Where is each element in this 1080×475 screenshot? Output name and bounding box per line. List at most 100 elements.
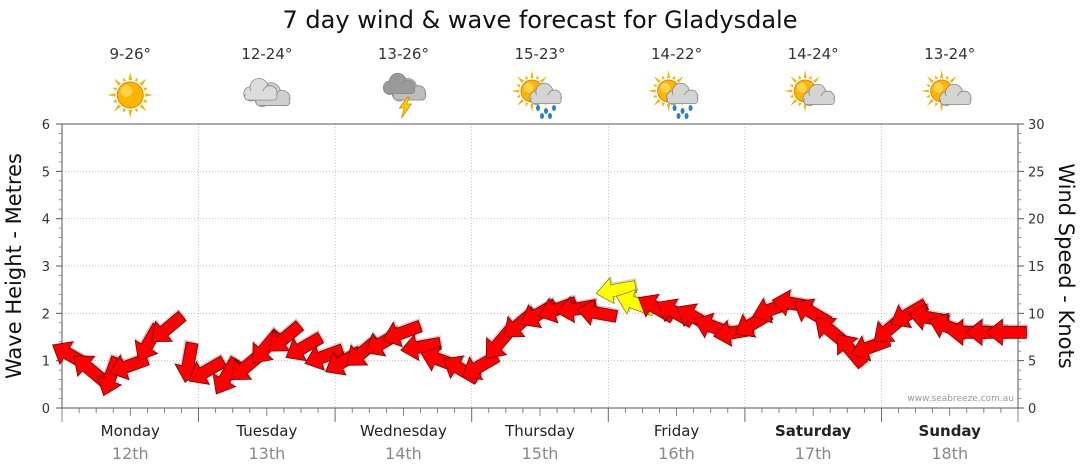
- sun-ray: [926, 99, 934, 106]
- rain-drop: [548, 113, 552, 119]
- sun-highlight: [523, 82, 534, 93]
- cloud-shape: [382, 72, 416, 95]
- sun-ray: [808, 75, 812, 80]
- sun-icon: [107, 72, 154, 118]
- sun-ray: [114, 104, 122, 112]
- sun-ray: [798, 102, 802, 107]
- sun-ray: [784, 89, 793, 93]
- day-name-label: Saturday: [775, 422, 852, 440]
- day-name-label: Friday: [654, 422, 700, 440]
- sun-ray: [516, 94, 521, 98]
- left-tick-label: 2: [42, 307, 50, 322]
- weather-icons: [107, 70, 972, 119]
- rain-drop: [540, 113, 544, 119]
- sun-rays: [107, 72, 154, 118]
- sun-ray: [530, 70, 534, 79]
- sun-ray: [789, 94, 794, 98]
- sun-ray: [122, 77, 127, 82]
- rain-drop: [552, 105, 556, 111]
- sun-ray: [926, 94, 931, 98]
- day-date-label: 14th: [385, 444, 422, 463]
- cloud-fill: [245, 91, 277, 100]
- left-tick-label: 4: [42, 213, 50, 228]
- wind-arrow-shape: [595, 277, 638, 305]
- left-tick-label: 1: [42, 355, 50, 370]
- rain-drop: [680, 108, 685, 114]
- sun-ray: [920, 89, 929, 93]
- sun-ray: [517, 99, 524, 106]
- sun-ray: [128, 109, 133, 118]
- wind-arrow: [400, 332, 443, 362]
- right-tick-label: 20: [1028, 213, 1045, 228]
- chart-title: 7 day wind & wave forecast for Gladysdal…: [283, 6, 798, 34]
- sun-ray: [662, 102, 666, 107]
- sun-ray: [803, 103, 807, 112]
- left-axis-title: Wave Height - Metres: [2, 153, 26, 379]
- sun-highlight: [120, 85, 133, 97]
- sun-ray: [114, 78, 122, 86]
- sun-ray: [516, 84, 521, 88]
- sun-highlight: [796, 82, 807, 93]
- sun-ray: [134, 108, 138, 113]
- sun-ray: [139, 78, 147, 86]
- right-axis: 0 5 10 15 20 25 30: [1018, 118, 1045, 417]
- sun-ray: [145, 93, 154, 97]
- sun-ray: [789, 84, 794, 88]
- sun-ray: [112, 87, 118, 91]
- cloud-fill: [668, 95, 698, 103]
- sun-ray: [672, 75, 676, 80]
- left-tick-label: 3: [42, 260, 50, 275]
- credit-text: www.seabreeze.com.au: [907, 394, 1014, 404]
- sun-ray: [813, 76, 820, 83]
- temperature-label: 13-24°: [924, 45, 975, 63]
- right-tick-label: 15: [1028, 260, 1045, 275]
- day-name-label: Tuesday: [235, 422, 297, 440]
- wind-arrow-shape: [304, 343, 346, 371]
- sun-highlight: [660, 82, 671, 93]
- right-tick-label: 0: [1028, 402, 1036, 417]
- right-tick-label: 30: [1028, 118, 1045, 133]
- wind-arrow: [285, 329, 325, 362]
- sun-cloud-icon: [920, 70, 972, 112]
- sun-ray: [525, 75, 529, 80]
- sun-ray: [112, 99, 118, 103]
- rain-drop: [536, 105, 540, 111]
- wind-arrow-shape: [188, 355, 228, 385]
- sun-ray: [122, 108, 127, 113]
- right-axis-title: Wind Speed - Knots: [1054, 163, 1078, 368]
- sun-ray: [949, 76, 957, 83]
- wind-arrow-shape: [151, 310, 187, 343]
- wind-arrow: [151, 308, 187, 343]
- sun-ray: [143, 87, 148, 91]
- wind-arrow-shape: [576, 298, 618, 326]
- temperature-labels: 9-26° 12-24° 13-26° 15-23° 14-22° 14-24° 13-24…: [110, 45, 976, 63]
- sun-ray: [926, 76, 934, 83]
- right-tick-label: 25: [1028, 165, 1045, 180]
- right-tick-label: 10: [1028, 307, 1045, 322]
- sun-ray: [535, 75, 539, 80]
- sun-ray: [935, 102, 939, 107]
- day-name-label: Monday: [101, 422, 160, 440]
- day-labels: Monday 12th Tuesday 13th Wednesday 14th Thursd…: [61, 408, 1019, 463]
- cloud-fill: [804, 96, 834, 104]
- temperature-label: 12-24°: [241, 45, 292, 63]
- sun-ray: [134, 77, 138, 82]
- rain-drop: [672, 105, 677, 111]
- sun-ray: [926, 84, 931, 88]
- sun-ray: [139, 104, 147, 112]
- sun-ray: [945, 75, 949, 80]
- rain-drop: [688, 105, 693, 111]
- sun-ray: [940, 103, 944, 112]
- temperature-label: 13-26°: [378, 45, 429, 63]
- wind-arrow-shape: [285, 331, 325, 362]
- left-tick-label: 6: [42, 118, 50, 133]
- rain-drop: [544, 108, 548, 114]
- wind-arrow-shape: [382, 319, 423, 348]
- sun-ray: [790, 76, 798, 83]
- temperature-label: 14-24°: [788, 45, 839, 63]
- sun-ray: [803, 70, 807, 79]
- sun-cloud-icon: [784, 70, 835, 112]
- cloud-fill: [531, 95, 561, 103]
- day-date-label: 13th: [248, 444, 285, 463]
- rain-drop: [684, 113, 689, 119]
